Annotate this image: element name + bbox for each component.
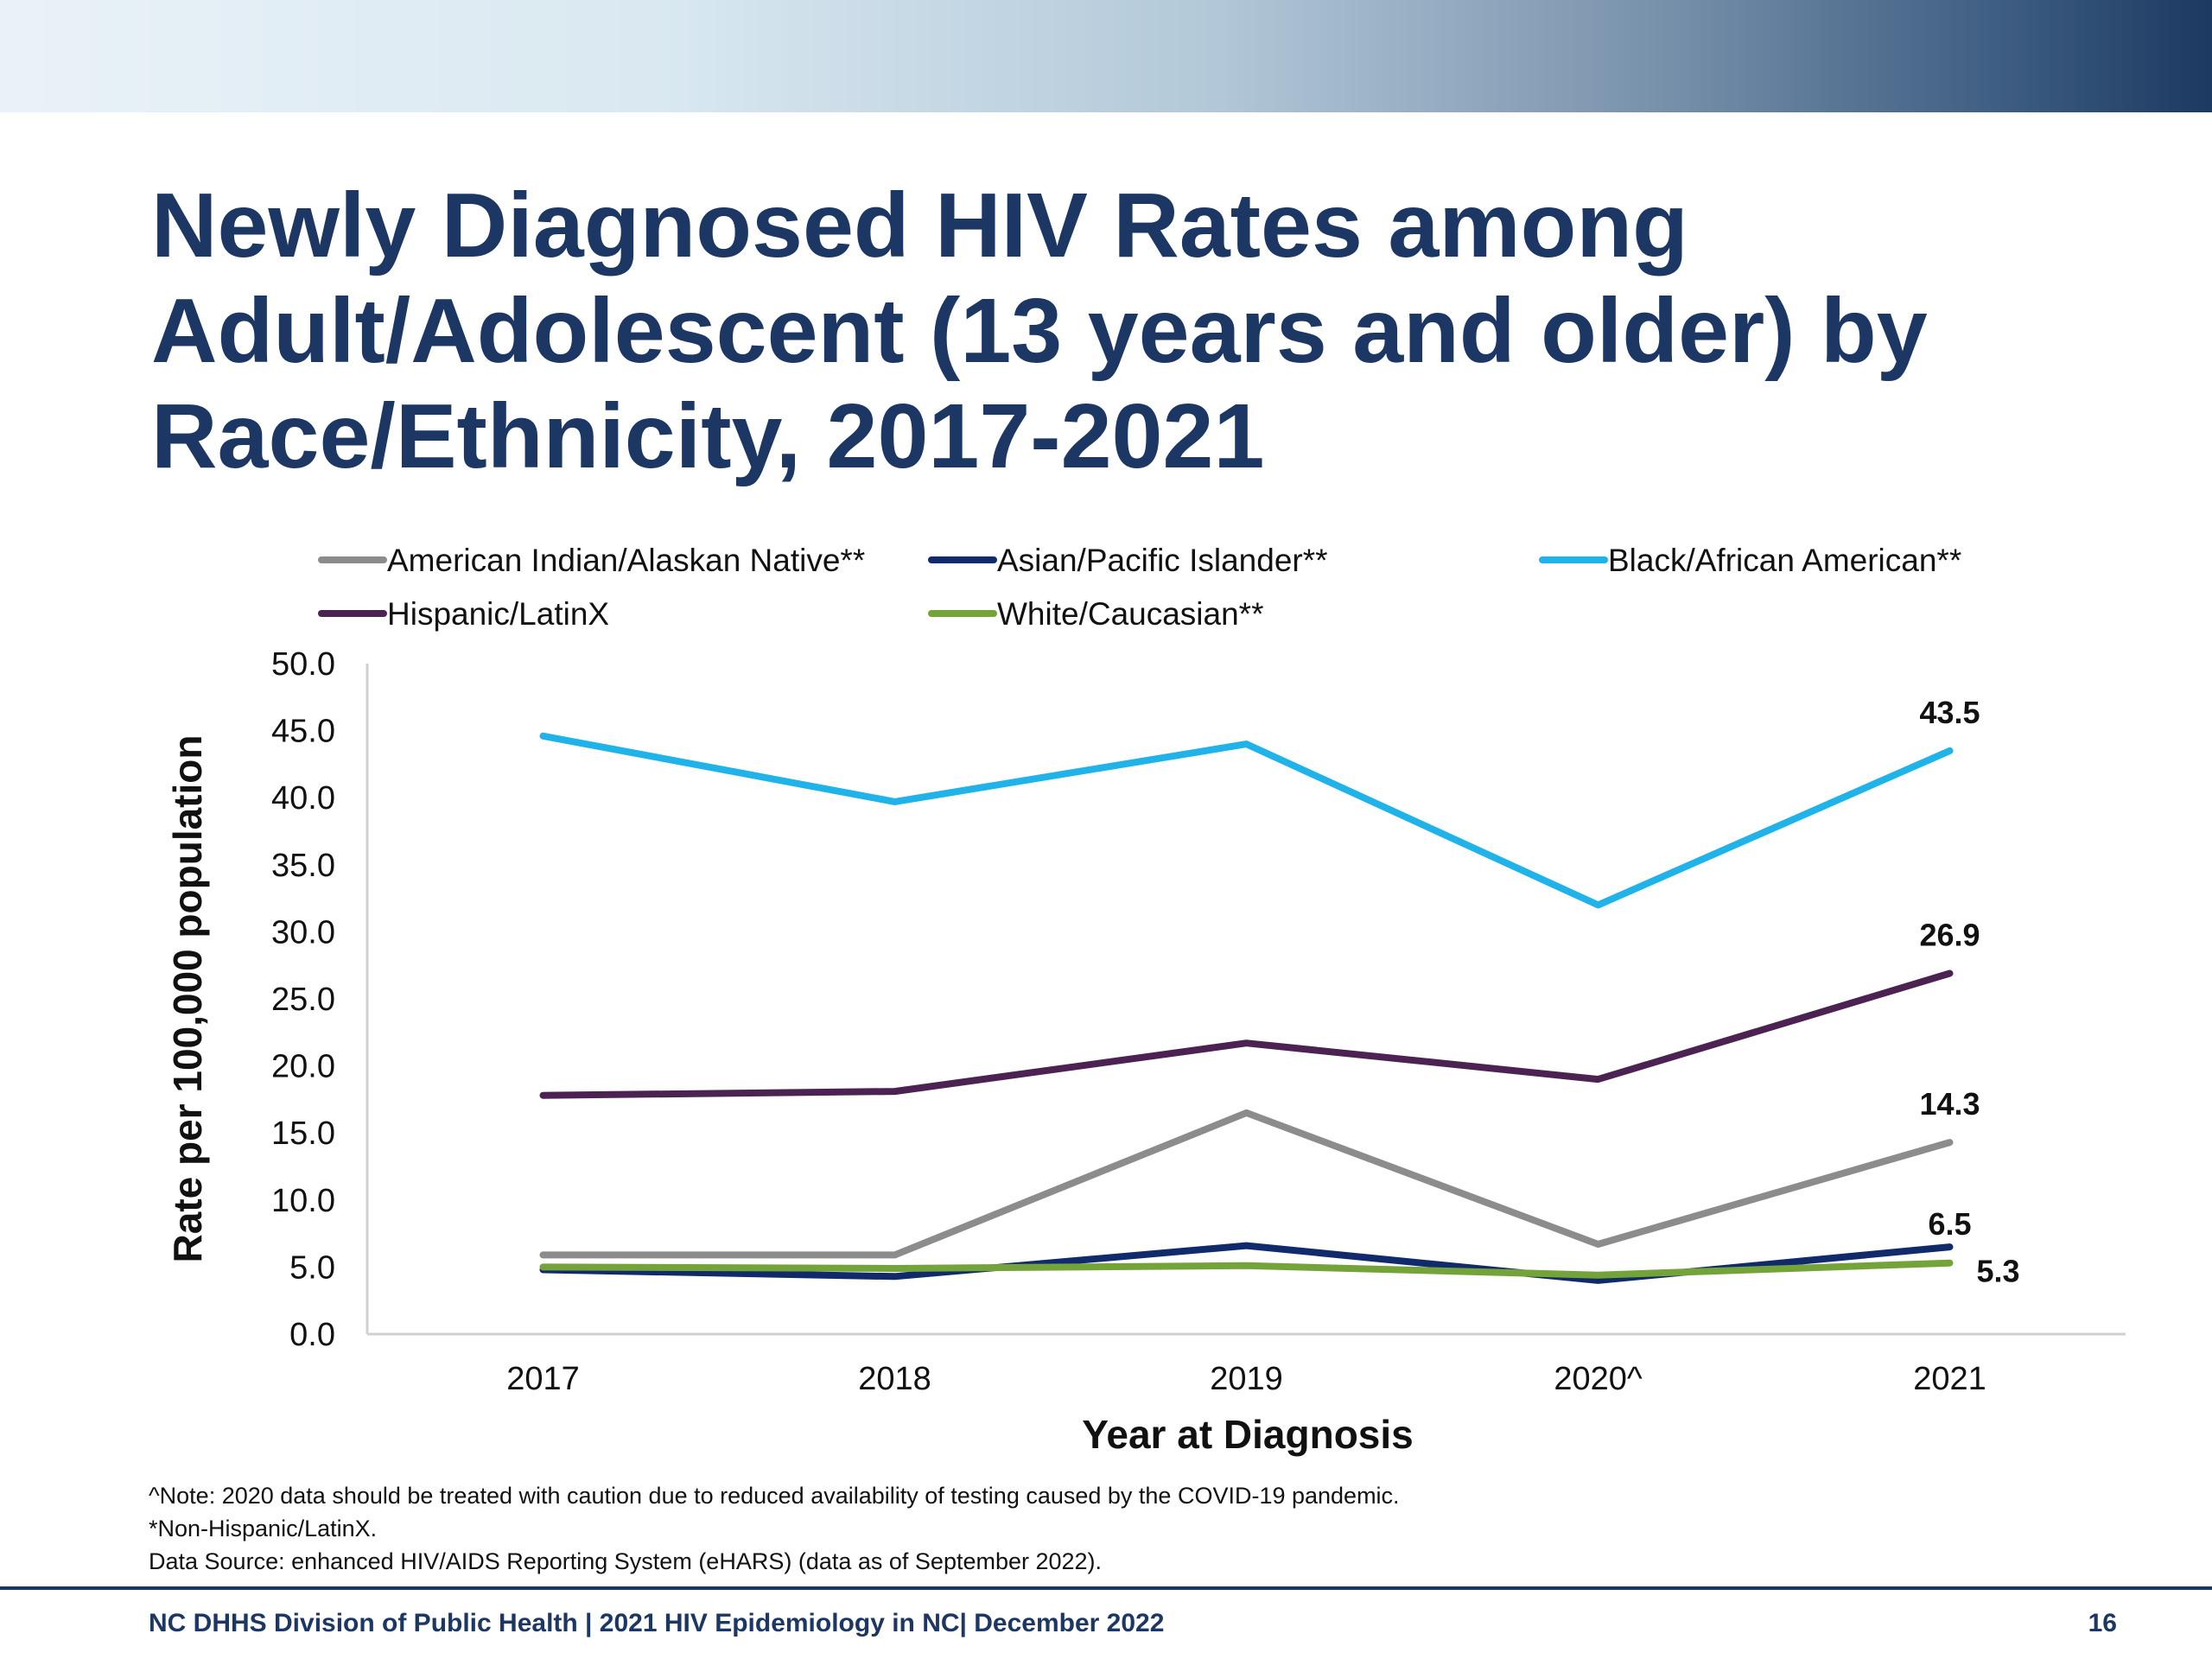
series-line — [539, 969, 1954, 1099]
legend-label: White/Caucasian** — [997, 596, 1263, 632]
x-tick-label: 2018 — [858, 1361, 931, 1397]
y-tick-label: 45.0 — [271, 714, 335, 750]
footnote-data-source: Data Source: enhanced HIV/AIDS Reporting… — [149, 1548, 1103, 1574]
y-tick-label: 40.0 — [271, 780, 335, 817]
y-tick-label: 10.0 — [271, 1183, 335, 1219]
slide-title: Newly Diagnosed HIV Rates among Adult/Ad… — [151, 173, 2139, 489]
footnote-covid: ^Note: 2020 data should be treated with … — [149, 1483, 1400, 1509]
title-line: Race/Ethnicity, 2017-2021 — [151, 385, 1265, 487]
series-line — [539, 732, 1954, 909]
title-line: Newly Diagnosed HIV Rates among — [151, 175, 1688, 276]
y-tick-labels: 0.0 5.0 10.0 15.0 20.0 25.0 30.0 35.0 40.0 45.0 50… — [271, 646, 335, 1353]
chart-axes — [365, 664, 2126, 1336]
x-tick-label: 2021 — [1913, 1361, 1986, 1397]
footnote-non-hispanic: *Non-Hispanic/LatinX. — [149, 1516, 378, 1541]
series-lines — [539, 732, 1954, 1284]
x-tick-label: 2019 — [1210, 1361, 1283, 1397]
data-label: 43.5 — [1919, 695, 1980, 730]
y-tick-label: 25.0 — [271, 982, 335, 1018]
data-labels: 14.3 6.5 43.5 26.9 5.3 — [1919, 695, 2019, 1289]
legend-label: Asian/Pacific Islander** — [997, 543, 1328, 578]
y-tick-label: 15.0 — [271, 1116, 335, 1152]
footer-text: NC DHHS Division of Public Health | 2021… — [149, 1609, 1165, 1637]
y-tick-label: 35.0 — [271, 848, 335, 884]
series-line — [539, 1259, 1954, 1279]
footnotes: ^Note: 2020 data should be treated with … — [149, 1479, 1400, 1578]
title-line: Adult/Adolescent (13 years and older) by — [151, 280, 1928, 382]
data-label: 5.3 — [1976, 1254, 2019, 1289]
legend-label: American Indian/Alaskan Native** — [387, 543, 865, 578]
data-label: 26.9 — [1919, 918, 1980, 953]
line-chart: American Indian/Alaskan Native** Asian/Pa… — [165, 543, 2126, 1457]
y-tick-label: 50.0 — [271, 646, 335, 683]
data-label: 6.5 — [1928, 1206, 1971, 1242]
y-tick-label: 5.0 — [289, 1249, 335, 1286]
y-tick-label: 30.0 — [271, 914, 335, 950]
x-tick-label: 2020^ — [1554, 1361, 1643, 1397]
series-line — [539, 1109, 1954, 1259]
chart-legend: American Indian/Alaskan Native** Asian/Pa… — [318, 543, 1961, 632]
header-banner — [0, 0, 2212, 112]
legend-label: Black/African American** — [1608, 543, 1961, 578]
y-axis-title: Rate per 100,000 population — [165, 735, 210, 1263]
x-axis-title: Year at Diagnosis — [1082, 1412, 1414, 1457]
y-tick-label: 0.0 — [289, 1317, 335, 1353]
page-number: 16 — [2088, 1609, 2117, 1637]
x-tick-label: 2017 — [506, 1361, 580, 1397]
data-label: 14.3 — [1919, 1086, 1980, 1122]
legend-label: Hispanic/LatinX — [387, 596, 609, 632]
y-tick-label: 20.0 — [271, 1049, 335, 1085]
footer-divider — [0, 1586, 2212, 1590]
x-tick-labels: 2017 2018 2019 2020^ 2021 — [506, 1361, 1986, 1397]
